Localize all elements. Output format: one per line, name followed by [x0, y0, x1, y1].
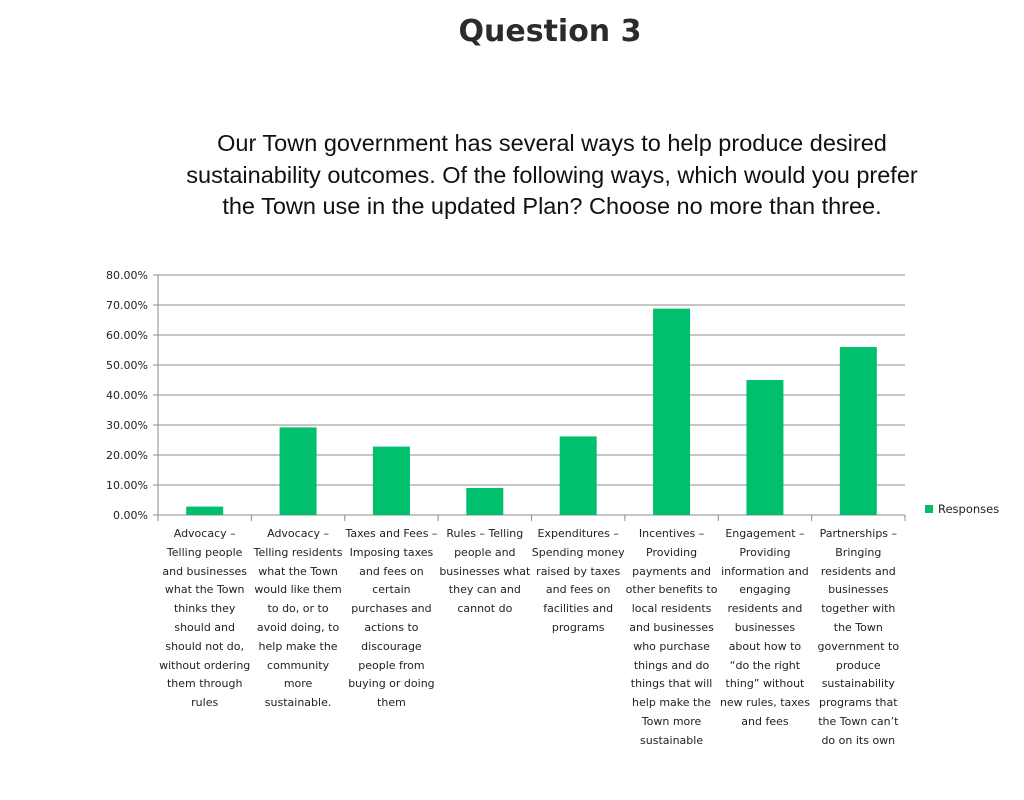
x-category-label: Taxes and Fees – Imposing taxes and fees… [345, 527, 438, 710]
y-tick-label: 30.00% [106, 419, 148, 432]
bar [746, 380, 784, 515]
bar [466, 488, 504, 515]
x-category-label: Expenditures – Spending money raised by … [531, 527, 625, 634]
legend: Responses [925, 502, 999, 516]
bar [559, 436, 597, 515]
x-category-label: Advocacy – Telling residents what the To… [253, 527, 343, 710]
y-tick-label: 20.00% [106, 449, 148, 462]
bar [653, 308, 691, 515]
bar [839, 347, 877, 515]
y-tick-label: 60.00% [106, 329, 148, 342]
chart-title: Our Town government has several ways to … [186, 130, 918, 219]
page-title: Question 3 [458, 14, 642, 49]
x-category-label: Engagement – Providing information and e… [719, 527, 810, 728]
x-category-label: Rules – Telling people and businesses wh… [439, 527, 531, 616]
x-category-label: Incentives – Providing payments and othe… [625, 527, 718, 747]
bar [186, 506, 224, 515]
bar [372, 446, 410, 515]
bar [279, 427, 317, 515]
x-category-label: Partnerships – Bringing residents and bu… [817, 527, 900, 747]
legend-swatch [925, 505, 933, 513]
y-tick-label: 50.00% [106, 359, 148, 372]
y-tick-label: 70.00% [106, 299, 148, 312]
y-tick-label: 10.00% [106, 479, 148, 492]
y-tick-label: 0.00% [113, 509, 148, 522]
x-category-label: Advocacy – Telling people and businesses… [159, 527, 251, 710]
legend-label: Responses [938, 502, 1000, 516]
y-tick-label: 40.00% [106, 389, 148, 402]
y-tick-label: 80.00% [106, 269, 148, 282]
